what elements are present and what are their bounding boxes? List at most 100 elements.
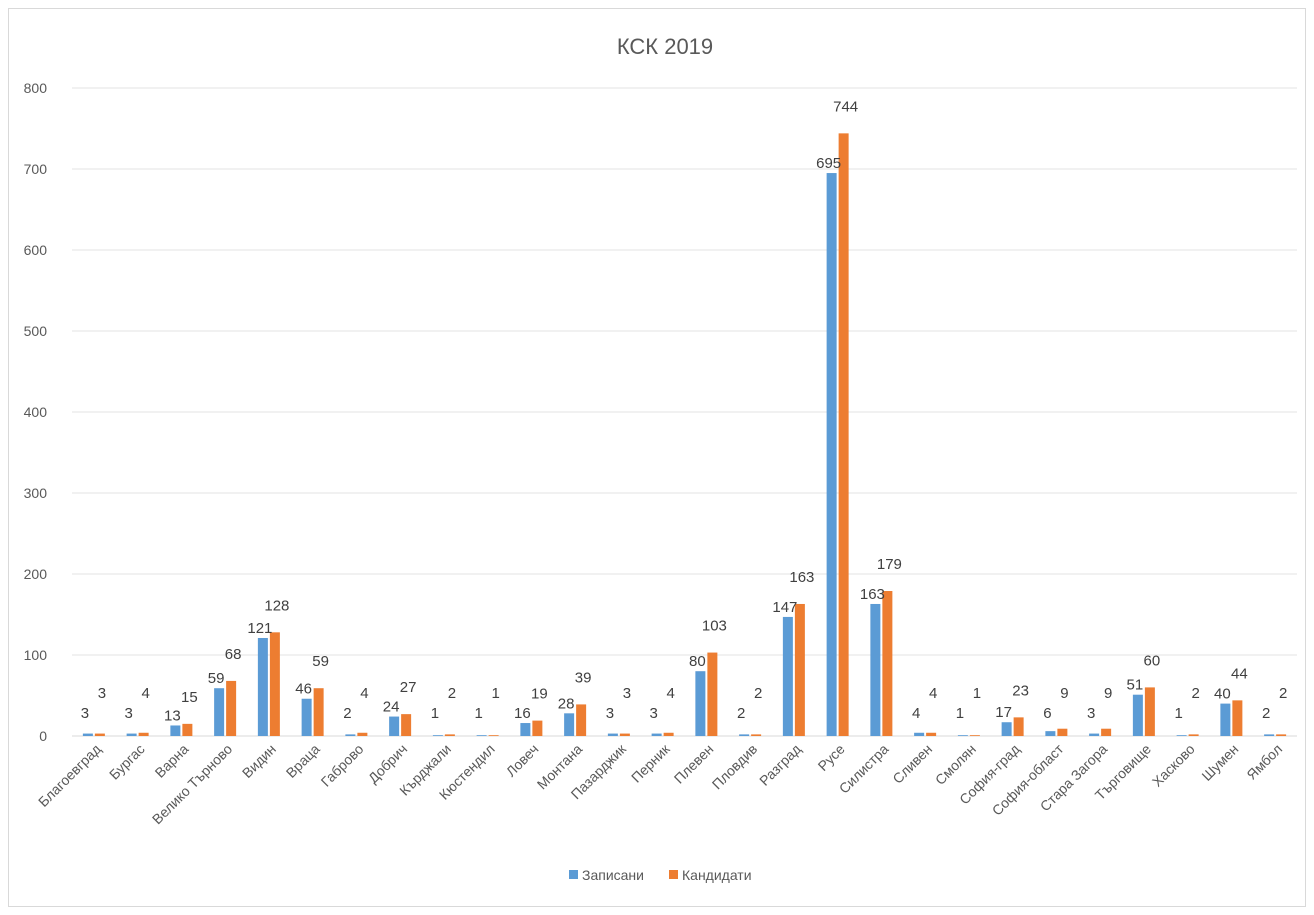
data-label: 6	[1043, 705, 1051, 722]
data-label: 28	[558, 695, 575, 712]
data-label: 3	[81, 705, 89, 722]
data-labels: 3334131559681211284659242427121116192839…	[81, 98, 1288, 724]
bar-zapisani	[1132, 694, 1143, 736]
data-label: 16	[514, 705, 531, 722]
data-label: 3	[606, 705, 614, 722]
data-label: 4	[666, 685, 674, 702]
data-label: 1	[956, 705, 964, 722]
data-label: 2	[343, 705, 351, 722]
data-label: 3	[623, 685, 631, 702]
data-label: 9	[1060, 685, 1068, 702]
bar-kandidati	[969, 735, 980, 736]
bar-zapisani	[1089, 733, 1100, 736]
bar-kandidati	[619, 733, 630, 736]
bar-kandidati	[707, 652, 718, 736]
data-label: 46	[295, 681, 312, 698]
data-label: 128	[264, 597, 289, 614]
x-category-label: Видин	[239, 741, 279, 781]
data-label: 1	[431, 705, 439, 722]
data-label: 2	[1191, 685, 1199, 702]
data-label: 4	[360, 685, 368, 702]
data-label: 40	[1214, 686, 1231, 703]
data-label: 3	[649, 705, 657, 722]
data-label: 695	[816, 155, 841, 172]
x-category-label: Пловдив	[709, 741, 761, 793]
x-category-label: Сливен	[889, 741, 935, 787]
data-label: 4	[912, 705, 920, 722]
bar-zapisani	[607, 733, 618, 736]
bar-zapisani	[564, 713, 575, 736]
y-tick-label: 0	[39, 728, 47, 744]
y-tick-label: 500	[24, 323, 48, 339]
x-category-label: Благоевград	[35, 741, 104, 810]
bar-kandidati	[357, 732, 368, 736]
data-label: 3	[124, 705, 132, 722]
data-label: 13	[164, 707, 181, 724]
bar-kandidati	[663, 732, 674, 736]
x-category-label: Перник	[628, 740, 673, 785]
data-label: 27	[400, 679, 417, 696]
bar-kandidati	[882, 591, 893, 736]
data-label: 44	[1231, 665, 1248, 682]
data-label: 163	[789, 569, 814, 586]
bar-zapisani	[957, 735, 968, 736]
x-category-label: Шумен	[1198, 741, 1241, 784]
y-tick-label: 800	[24, 80, 48, 96]
bar-kandidati	[401, 714, 412, 736]
bar-zapisani	[651, 733, 662, 736]
x-category-label: Ямбол	[1243, 741, 1285, 783]
data-label: 15	[181, 689, 198, 706]
data-label: 2	[448, 685, 456, 702]
bar-kandidati	[794, 603, 805, 736]
data-label: 1	[1174, 705, 1182, 722]
x-category-label: Велико Търново	[149, 741, 236, 828]
bar-kandidati	[576, 704, 587, 736]
bar-zapisani	[1001, 722, 1012, 736]
y-tick-label: 600	[24, 242, 48, 258]
bar-kandidati	[488, 735, 499, 736]
y-tick-label: 400	[24, 404, 48, 420]
bar-kandidati	[1276, 734, 1287, 736]
bar-kandidati	[226, 680, 237, 736]
y-tick-label: 200	[24, 566, 48, 582]
bar-kandidati	[313, 688, 324, 736]
y-tick-label: 300	[24, 485, 48, 501]
bar-zapisani	[214, 688, 225, 736]
data-label: 1	[474, 705, 482, 722]
data-label: 23	[1012, 682, 1029, 699]
x-category-label: Хасково	[1149, 741, 1198, 790]
bar-zapisani	[432, 735, 443, 736]
x-category-label: Русе	[815, 741, 848, 774]
bar-zapisani	[476, 735, 487, 736]
bar-kandidati	[1101, 728, 1112, 736]
y-axis-ticks: 0 100 200 300 400 500 600 700 800	[24, 80, 48, 744]
data-label: 3	[1087, 705, 1095, 722]
data-label: 4	[141, 685, 149, 702]
data-label: 1	[973, 685, 981, 702]
bar-zapisani	[389, 716, 400, 736]
x-category-label: Разград	[756, 741, 804, 789]
x-category-label: Габрово	[318, 741, 367, 790]
data-label: 103	[702, 618, 727, 635]
bar-zapisani	[695, 671, 706, 736]
bar-kandidati	[138, 732, 149, 736]
bar-zapisani	[257, 637, 268, 736]
data-label: 2	[1279, 685, 1287, 702]
legend-swatch	[569, 870, 578, 879]
bar-zapisani	[1045, 731, 1056, 736]
chart-title: КСК 2019	[617, 34, 713, 59]
bar-kandidati	[926, 732, 937, 736]
data-label: 19	[531, 686, 548, 703]
bar-kandidati	[838, 133, 849, 737]
legend-swatch	[669, 870, 678, 879]
bars	[82, 133, 1287, 737]
bar-kandidati	[182, 723, 193, 736]
data-label: 59	[208, 670, 225, 687]
x-category-label: Враца	[283, 741, 323, 781]
data-label: 51	[1127, 677, 1144, 694]
bar-kandidati	[1013, 717, 1024, 736]
bar-zapisani	[826, 173, 837, 737]
data-label: 2	[737, 705, 745, 722]
